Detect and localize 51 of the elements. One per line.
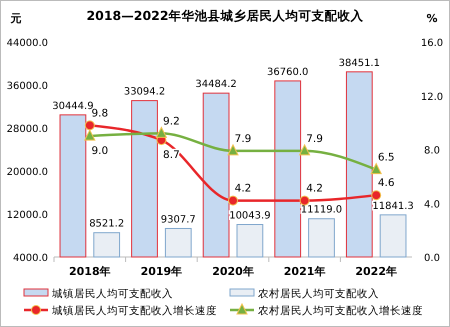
legend-label: 城镇居民人均可支配收入: [51, 287, 173, 300]
x-tick-label: 2018年: [68, 265, 111, 278]
y2-axis-title: %: [426, 12, 438, 25]
y-tick-label: 20000.0: [6, 167, 48, 178]
y2-tick-label: 16.0: [420, 38, 444, 49]
legend-label: 农村居民人均可支配收入增长速度: [258, 304, 423, 317]
data-label: 7.9: [306, 132, 323, 145]
y-tick-label: 12000.0: [6, 210, 48, 221]
point: [84, 130, 96, 141]
chart-title: 2018—2022年华池县城乡居民人均可支配收入: [86, 8, 365, 23]
point: [371, 190, 382, 200]
y-tick-label: 4000.0: [13, 253, 48, 264]
data-label: 7.9: [234, 132, 252, 145]
y2-tick-label: 0.0: [424, 253, 440, 264]
x-tick-label: 2022年: [355, 265, 398, 278]
data-label: 9.0: [91, 145, 108, 158]
data-label: 9.8: [91, 107, 108, 120]
y2-tick-label: 4.0: [424, 199, 440, 210]
y-axis-title: 元: [10, 12, 22, 25]
legend-label: 农村居民人均可支配收入: [258, 287, 379, 300]
data-label: 9.2: [163, 115, 180, 128]
data-label: 34484.2: [195, 79, 237, 90]
x-tick-label: 2021年: [284, 265, 326, 278]
data-label: 8521.2: [89, 218, 124, 230]
data-label: 6.5: [378, 152, 395, 164]
y-tick-label: 28000.0: [6, 124, 48, 135]
point: [370, 163, 382, 174]
data-label: 11119.0: [300, 204, 342, 216]
point: [156, 126, 167, 138]
point: [300, 196, 310, 206]
data-label: 10043.9: [229, 210, 271, 222]
y-tick-label: 36000.0: [6, 81, 48, 92]
x-tick-label: 2020年: [212, 265, 254, 278]
x-tick-label: 2019年: [140, 265, 182, 278]
point: [84, 120, 95, 130]
y2-tick-label: 12.0: [420, 92, 444, 103]
point: [299, 144, 310, 156]
data-label: 4.2: [234, 182, 252, 195]
data-label: 8.7: [163, 149, 180, 162]
data-label: 4.6: [378, 177, 395, 190]
data-label: 4.2: [306, 182, 323, 195]
data-label: 38451.1: [338, 58, 380, 69]
legend-label: 城镇居民人均可支配收入增长速度: [51, 304, 217, 317]
data-label: 33094.2: [124, 86, 166, 98]
data-label: 11841.3: [372, 200, 414, 212]
point: [228, 144, 238, 156]
y2-tick-label: 8.0: [424, 146, 440, 156]
data-label: 36760.0: [267, 66, 308, 78]
y-tick-label: 44000.0: [6, 38, 48, 49]
point: [228, 196, 238, 206]
data-label: 9307.7: [160, 214, 196, 226]
